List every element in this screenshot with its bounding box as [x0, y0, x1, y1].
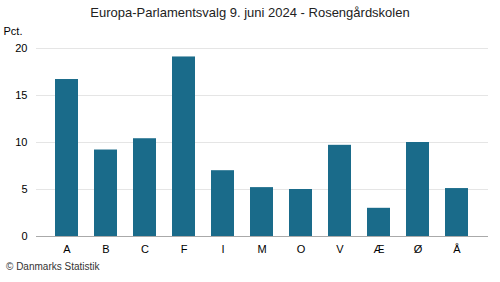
svg-text:20: 20: [15, 42, 27, 54]
svg-text:I: I: [221, 243, 224, 255]
svg-text:M: M: [257, 243, 266, 255]
svg-text:V: V: [336, 243, 344, 255]
svg-text:Pct.: Pct.: [4, 25, 23, 37]
svg-text:Ø: Ø: [414, 243, 423, 255]
svg-text:Æ: Æ: [374, 243, 385, 255]
svg-text:0: 0: [21, 230, 27, 242]
svg-text:A: A: [63, 243, 71, 255]
svg-text:5: 5: [21, 183, 27, 195]
svg-text:C: C: [141, 243, 149, 255]
svg-text:O: O: [297, 243, 306, 255]
html-text:© Danmarks Statistik: © Danmarks Statistik: [6, 261, 100, 272]
svg-text:10: 10: [15, 136, 27, 148]
svg-text:Å: Å: [453, 243, 461, 255]
svg-text:B: B: [102, 243, 109, 255]
svg-text:15: 15: [15, 89, 27, 101]
html-text:Europa-Parlamentsvalg 9. juni: Europa-Parlamentsvalg 9. juni 2024 - Ros…: [90, 5, 410, 20]
svg-text:F: F: [181, 243, 188, 255]
